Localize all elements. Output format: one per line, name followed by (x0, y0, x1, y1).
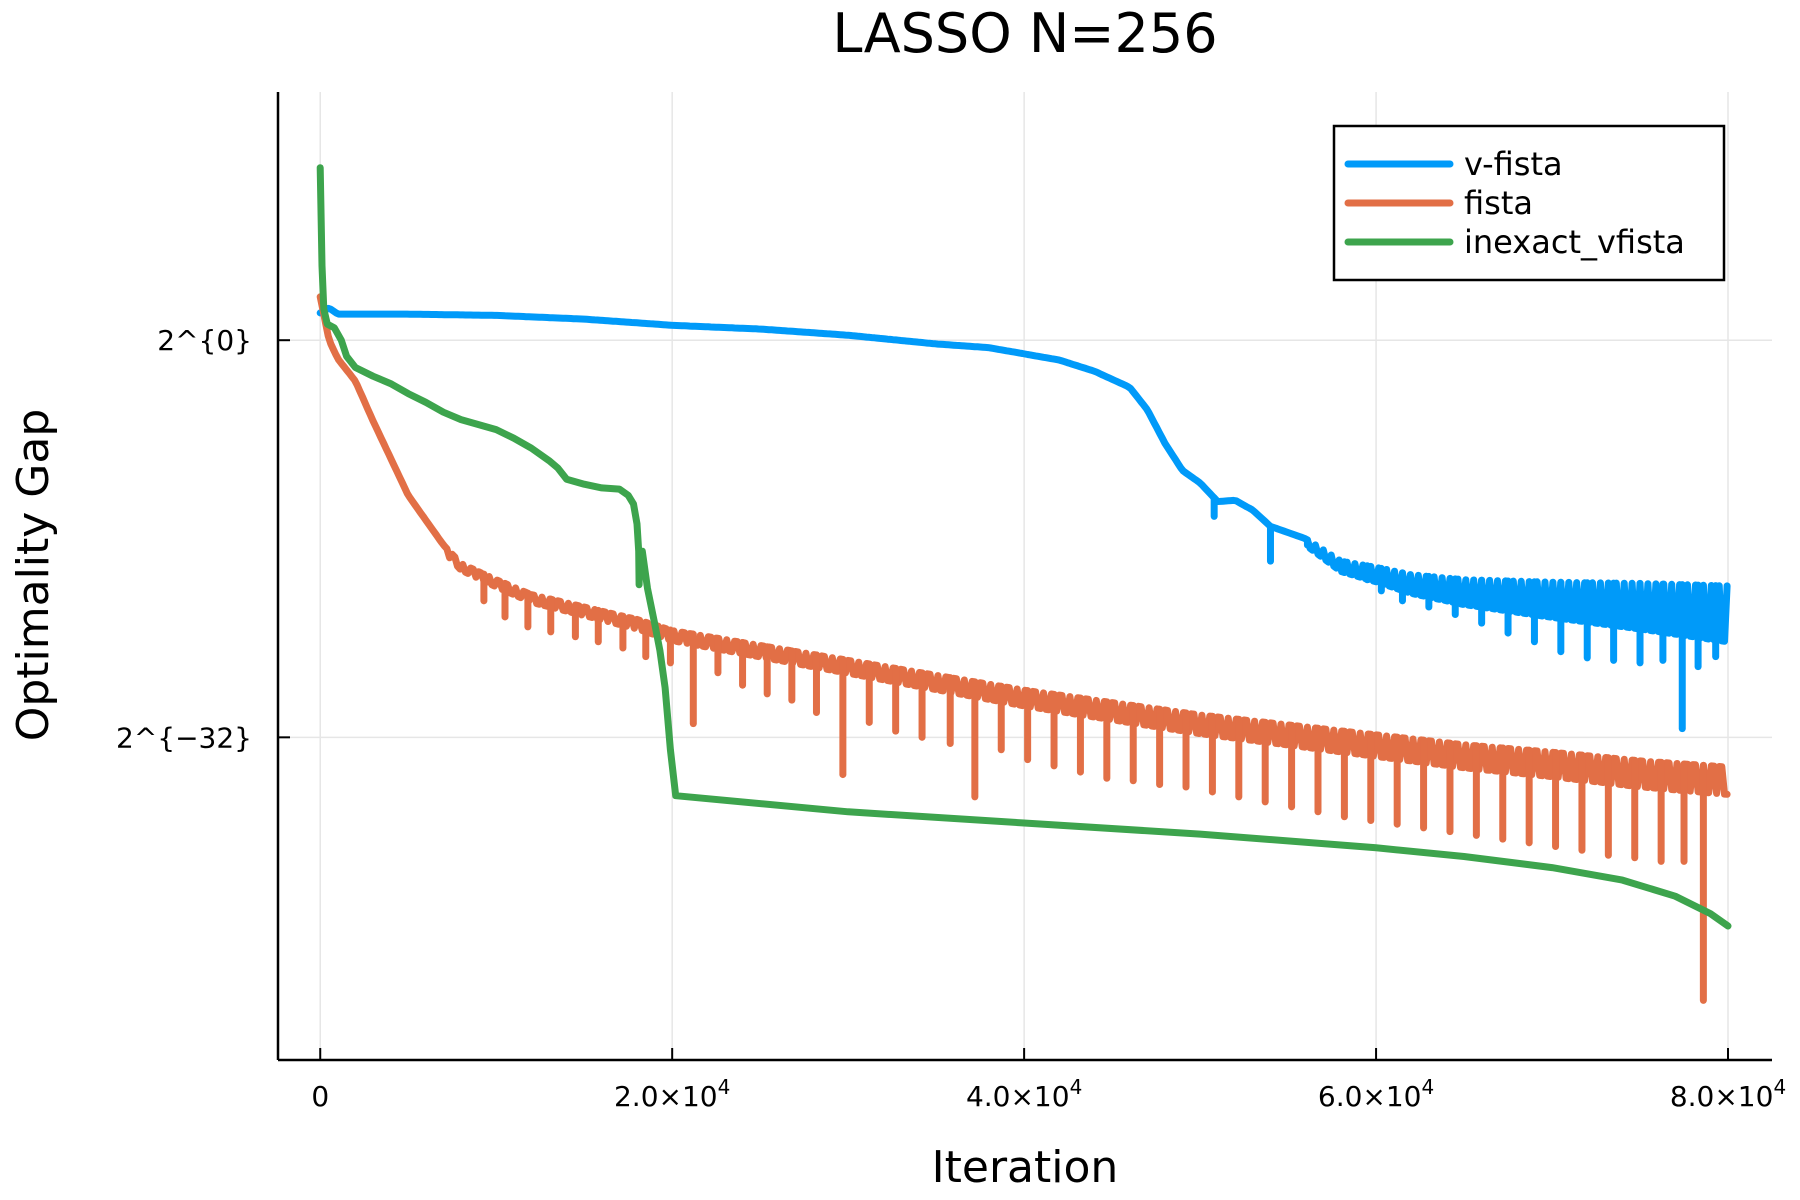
legend-label-fista: fista (1464, 184, 1533, 222)
x-axis-label: Iteration (932, 1142, 1119, 1193)
x-tick-label: 0 (311, 1080, 329, 1113)
series-line-inexact-vfista (316, 164, 1732, 930)
y-axis-label: Optimality Gap (8, 409, 59, 742)
series-fista (316, 293, 1731, 1004)
axes (276, 92, 1772, 1062)
series-inexact-vfista (316, 164, 1732, 930)
chart-title: LASSO N=256 (832, 2, 1217, 65)
series-v-fista (316, 304, 1731, 733)
series-layer (316, 164, 1732, 1004)
legend: v-fista fista inexact_vfista (1332, 124, 1726, 282)
x-tick-label: 8.0×104 (1670, 1075, 1786, 1113)
legend-label-v-fista: v-fista (1464, 145, 1563, 183)
legend-label-inexact-vfista: inexact_vfista (1464, 223, 1685, 261)
x-tick-label: 4.0×104 (966, 1075, 1082, 1113)
tick-labels: 0 2.0×104 4.0×104 6.0×104 8.0×104 2^{0} 2^{−32… (116, 324, 1786, 1113)
x-tick-label: 6.0×104 (1318, 1075, 1434, 1113)
series-line-v-fista (316, 304, 1731, 645)
y-tick-label: 2^{−32} (116, 721, 252, 754)
series-line-fista (316, 293, 1731, 798)
x-tick-label: 2.0×104 (614, 1075, 730, 1113)
y-tick-label: 2^{0} (157, 324, 252, 357)
